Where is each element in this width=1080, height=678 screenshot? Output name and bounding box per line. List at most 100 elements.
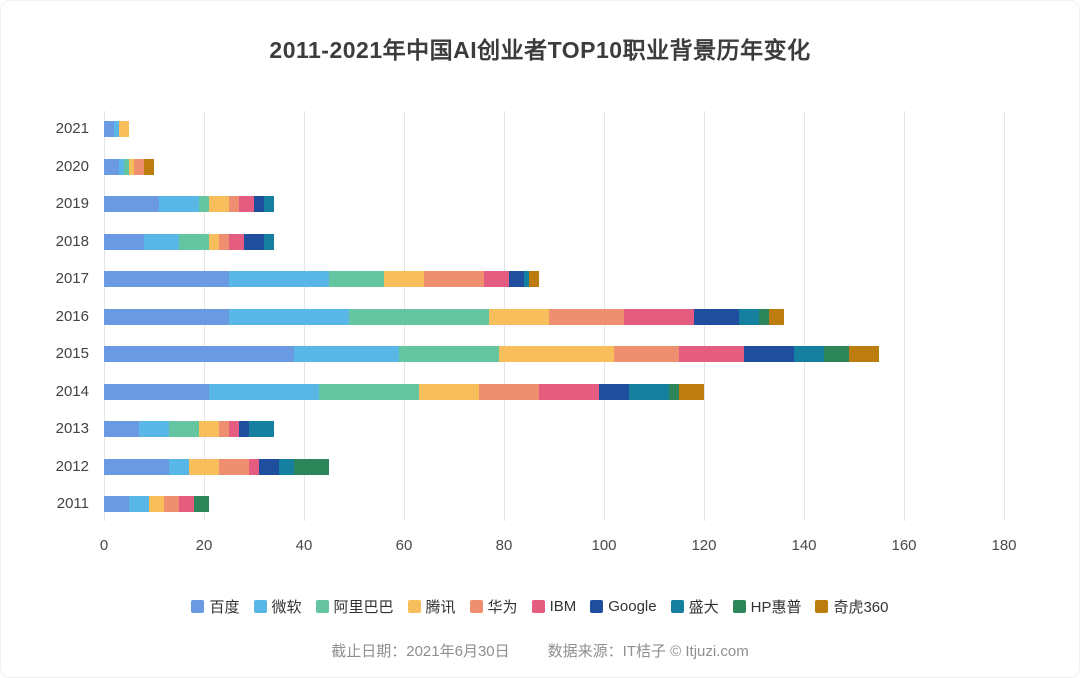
y-axis-label-2019: 2019 xyxy=(55,195,89,212)
legend-item-百度[interactable]: 百度 xyxy=(191,596,240,617)
bar-segment-华为-2016 xyxy=(549,308,624,325)
bar-row-2015 xyxy=(104,346,1004,362)
x-axis-label-140: 140 xyxy=(791,537,817,554)
bar-segment-奇虎360-2015 xyxy=(849,346,879,362)
bar-segment-IBM-2011 xyxy=(178,496,194,512)
bar-segment-腾讯-2015 xyxy=(499,346,614,362)
bar-segment-百度-2019 xyxy=(104,196,159,212)
bar-segment-Google-2013 xyxy=(238,421,249,437)
y-axis-labels: 2021 2020 2019 2018 2017 2016 2015 2014 2013 2012… xyxy=(29,121,89,512)
x-axis-label-20: 20 xyxy=(195,537,213,554)
legend-label-HP惠普: HP惠普 xyxy=(750,599,802,616)
bar-segment-Google-2016 xyxy=(693,308,739,325)
bar-segment-微软-2020 xyxy=(119,158,124,175)
bar-segment-百度-2018 xyxy=(104,233,144,250)
bar-segment-华为-2014 xyxy=(479,383,539,400)
bar-segment-华为-2013 xyxy=(218,421,229,437)
bar-segment-IBM-2012 xyxy=(248,458,259,475)
legend-item-奇虎360[interactable]: 奇虎360 xyxy=(815,596,889,617)
y-axis-label-2014: 2014 xyxy=(55,382,89,400)
legend-item-阿里巴巴[interactable]: 阿里巴巴 xyxy=(315,596,394,617)
bar-segment-阿里巴巴-2018 xyxy=(178,233,209,250)
bar-segment-腾讯-2020 xyxy=(128,158,134,175)
legend-item-盛大[interactable]: 盛大 xyxy=(670,596,719,617)
legend-label-华为: 华为 xyxy=(487,599,518,616)
y-axis-label-2018: 2018 xyxy=(55,232,89,250)
x-axis-label-180: 180 xyxy=(991,537,1017,554)
bar-segment-百度-2021 xyxy=(104,121,114,137)
x-axis-label-40: 40 xyxy=(295,537,313,554)
y-axis-label-2020: 2020 xyxy=(55,157,89,175)
x-axis-label-120: 120 xyxy=(691,537,717,554)
bar-segment-奇虎360-2020 xyxy=(143,158,154,175)
bar-segment-腾讯-2017 xyxy=(384,271,424,287)
bar-segment-微软-2012 xyxy=(169,458,189,475)
legend-label-奇虎360: 奇虎360 xyxy=(833,599,889,616)
legend-label-百度: 百度 xyxy=(209,599,240,616)
bar-segment-腾讯-2019 xyxy=(208,196,229,212)
bar-segment-华为-2017 xyxy=(423,271,484,287)
y-axis-label-2016: 2016 xyxy=(55,307,89,325)
bar-row-2014 xyxy=(104,383,1004,400)
legend-item-IBM[interactable]: IBM xyxy=(531,598,577,615)
bar-segment-盛大-2017 xyxy=(523,271,529,287)
bar-segment-百度-2013 xyxy=(104,421,139,437)
bar-segment-腾讯-2018 xyxy=(208,233,219,250)
bar-segment-华为-2012 xyxy=(218,458,249,475)
bar-segment-Google-2019 xyxy=(253,196,264,212)
plot-area xyxy=(104,111,1005,521)
bar-segment-Google-2017 xyxy=(508,271,524,287)
bar-segment-HP惠普-2012 xyxy=(293,458,329,475)
y-axis-label-2011: 2011 xyxy=(56,495,89,512)
bar-segment-盛大-2016 xyxy=(738,308,759,325)
legend-swatch-奇虎360 xyxy=(815,600,829,613)
bar-segment-HP惠普-2011 xyxy=(193,496,209,512)
bar-segment-阿里巴巴-2019 xyxy=(198,196,209,212)
bar-segment-IBM-2014 xyxy=(539,383,599,400)
y-axis-label-2017: 2017 xyxy=(55,270,89,287)
bar-segment-腾讯-2014 xyxy=(419,383,479,400)
gridline-140 xyxy=(804,111,805,521)
bar-segment-腾讯-2012 xyxy=(188,458,219,475)
bar-segment-IBM-2015 xyxy=(679,346,744,362)
bar-segment-阿里巴巴-2016 xyxy=(349,308,489,325)
x-axis-label-100: 100 xyxy=(591,537,617,554)
legend-swatch-阿里巴巴 xyxy=(315,600,329,613)
bar-segment-微软-2017 xyxy=(229,271,329,287)
legend-item-HP惠普[interactable]: HP惠普 xyxy=(732,596,802,617)
bar-segment-奇虎360-2016 xyxy=(768,308,784,325)
bar-segment-微软-2021 xyxy=(113,121,119,137)
bar-segment-盛大-2018 xyxy=(263,233,274,250)
bar-segment-腾讯-2016 xyxy=(489,308,549,325)
legend-item-华为[interactable]: 华为 xyxy=(469,596,518,617)
bar-segment-盛大-2012 xyxy=(278,458,294,475)
legend-item-腾讯[interactable]: 腾讯 xyxy=(407,596,456,617)
bar-segment-奇虎360-2014 xyxy=(678,383,704,400)
legend-label-IBM: IBM xyxy=(549,598,577,615)
bar-segment-Google-2014 xyxy=(599,383,629,400)
footer-date: 截止日期：2021年6月30日 xyxy=(331,643,510,660)
bar-segment-微软-2011 xyxy=(129,496,149,512)
bar-segment-IBM-2018 xyxy=(228,233,244,250)
legend-label-Google: Google xyxy=(608,598,657,615)
bar-segment-Google-2012 xyxy=(258,458,279,475)
y-axis-label-2021: 2021 xyxy=(55,120,89,137)
bar-segment-微软-2016 xyxy=(229,308,349,325)
legend-item-Google[interactable]: Google xyxy=(590,598,657,615)
bar-segment-华为-2018 xyxy=(218,233,229,250)
bar-segment-阿里巴巴-2013 xyxy=(169,421,199,437)
bar-segment-Google-2015 xyxy=(744,346,794,362)
bar-segment-阿里巴巴-2020 xyxy=(123,158,129,175)
y-axis-label-2013: 2013 xyxy=(55,420,89,437)
bar-row-2017 xyxy=(104,271,1004,287)
legend-item-微软[interactable]: 微软 xyxy=(253,596,302,617)
y-axis-label-2012: 2012 xyxy=(55,457,89,475)
legend-swatch-腾讯 xyxy=(407,600,421,613)
x-axis-label-60: 60 xyxy=(395,537,413,554)
legend-swatch-IBM xyxy=(531,600,545,613)
bar-rows xyxy=(104,121,1004,512)
bar-segment-华为-2015 xyxy=(614,346,679,362)
bar-segment-盛大-2015 xyxy=(794,346,824,362)
bar-segment-微软-2013 xyxy=(139,421,169,437)
bar-segment-微软-2019 xyxy=(159,196,199,212)
